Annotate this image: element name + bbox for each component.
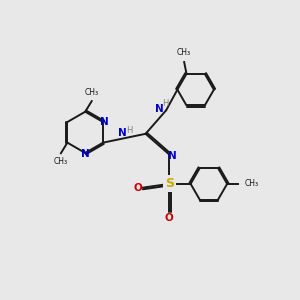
Text: S: S [165,177,174,190]
Text: H: H [162,99,168,108]
Text: N: N [118,128,126,138]
Text: N: N [168,151,177,161]
Text: H: H [126,126,133,135]
Text: CH₃: CH₃ [177,48,191,57]
Text: CH₃: CH₃ [85,88,99,97]
Text: O: O [133,183,142,193]
Text: N: N [100,117,109,127]
Text: N: N [155,104,164,114]
Text: O: O [165,213,173,223]
Text: CH₃: CH₃ [244,179,258,188]
Text: N: N [81,148,90,158]
Text: CH₃: CH₃ [54,158,68,166]
